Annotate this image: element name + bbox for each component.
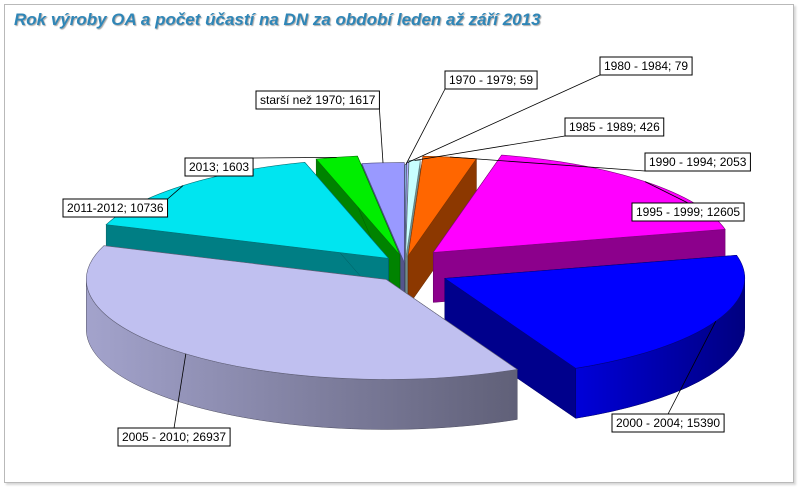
slice-top-face (361, 162, 405, 263)
chart-title: Rok výroby OA a počet účastí na DN za ob… (14, 10, 541, 29)
data-label: 1970 - 1979; 59 (405, 70, 538, 165)
data-label: 1995 - 1999; 12605 (631, 181, 745, 222)
data-label-text: 1990 - 1994; 2053 (649, 155, 747, 169)
leader-line (253, 156, 337, 159)
leader-line (667, 321, 717, 415)
data-label-text: 2011-2012; 10736 (67, 201, 164, 215)
data-label-text: 1985 - 1989; 426 (569, 120, 660, 134)
data-label-box (444, 70, 538, 90)
leader-line (644, 181, 689, 204)
data-label: 2013; 1603 (184, 156, 337, 177)
data-label: 2005 - 2010; 26937 (117, 353, 231, 447)
leader-line (405, 88, 446, 165)
data-label: 2000 - 2004; 15390 (611, 321, 725, 433)
data-label-text: 1995 - 1999; 12605 (636, 205, 740, 219)
leader-line (449, 156, 646, 172)
data-label-text: 2013; 1603 (189, 160, 249, 174)
data-label-box (184, 157, 254, 177)
data-label-box (564, 117, 665, 137)
leader-line (414, 135, 566, 161)
data-label: 1980 - 1984; 79 (407, 56, 693, 163)
pie-slice (86, 245, 519, 430)
data-label: 1985 - 1989; 426 (414, 117, 665, 161)
data-label-text: 2000 - 2004; 15390 (616, 416, 720, 430)
data-label: 1990 - 1994; 2053 (449, 152, 751, 172)
leader-line (407, 74, 601, 163)
slice-top-face (86, 245, 519, 380)
data-label-box (255, 90, 380, 110)
pie-slice (407, 155, 477, 307)
data-label-text: 1970 - 1979; 59 (449, 73, 533, 87)
leader-line (173, 353, 187, 429)
leader-line (379, 108, 384, 163)
leader-line (167, 185, 184, 200)
slice-top-face (405, 160, 421, 261)
data-label: starší než 1970; 1617 (255, 90, 384, 163)
data-label-box (644, 152, 751, 172)
data-label: 2011-2012; 10736 (62, 185, 184, 218)
pie-slice (443, 254, 746, 419)
data-label-text: 2005 - 2010; 26937 (122, 430, 226, 444)
data-label-text: 1980 - 1984; 79 (604, 59, 688, 73)
data-label-box (599, 56, 693, 76)
data-label-text: starší než 1970; 1617 (260, 93, 376, 107)
data-label-box (62, 198, 169, 218)
